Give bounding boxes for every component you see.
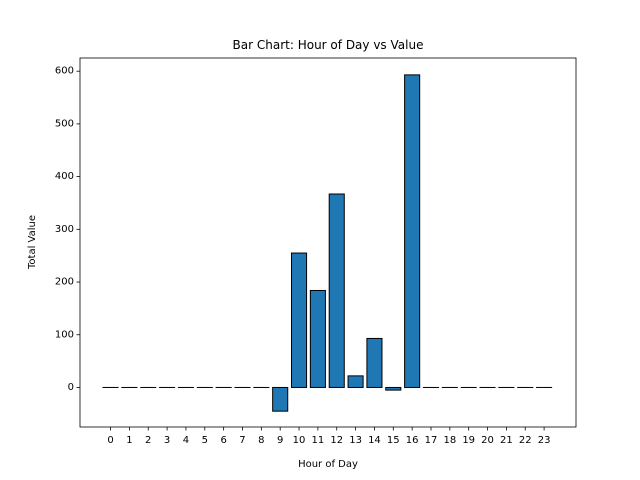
x-tick-label-5: 5 bbox=[202, 435, 208, 446]
x-tick-label-16: 16 bbox=[406, 435, 419, 446]
y-tick-label-300: 300 bbox=[55, 224, 74, 235]
x-tick-label-23: 23 bbox=[538, 435, 551, 446]
x-tick-label-21: 21 bbox=[500, 435, 513, 446]
x-tick-label-0: 0 bbox=[107, 435, 113, 446]
x-tick-label-12: 12 bbox=[330, 435, 343, 446]
y-tick-label-200: 200 bbox=[55, 277, 74, 288]
y-tick-label-400: 400 bbox=[55, 171, 74, 182]
x-tick-label-10: 10 bbox=[293, 435, 306, 446]
y-axis: 0 100 200 300 400 500 600 bbox=[55, 66, 80, 393]
chart-title: Bar Chart: Hour of Day vs Value bbox=[233, 38, 424, 52]
x-tick-label-3: 3 bbox=[164, 435, 170, 446]
y-tick-label-500: 500 bbox=[55, 118, 74, 129]
plot-frame bbox=[79, 57, 577, 428]
x-tick-label-15: 15 bbox=[387, 435, 400, 446]
plot-background bbox=[80, 58, 576, 427]
y-tick-label-100: 100 bbox=[55, 329, 74, 340]
bar-11 bbox=[309, 289, 326, 388]
bar-13 bbox=[347, 375, 364, 388]
x-tick-label-11: 11 bbox=[312, 435, 325, 446]
y-tick-label-0: 0 bbox=[68, 382, 74, 393]
y-tick-label-600: 600 bbox=[55, 66, 74, 77]
x-axis: 0 1 2 3 4 5 6 7 8 9 10 11 12 13 14 15 16 17 18 19 20 21 22 23 bbox=[107, 427, 550, 446]
x-tick-label-1: 1 bbox=[126, 435, 132, 446]
x-tick-label-8: 8 bbox=[258, 435, 264, 446]
y-axis-label: Total Value bbox=[27, 215, 38, 270]
x-tick-label-13: 13 bbox=[349, 435, 362, 446]
x-tick-label-18: 18 bbox=[443, 435, 456, 446]
bar-10 bbox=[291, 252, 308, 388]
x-tick-label-22: 22 bbox=[519, 435, 532, 446]
x-axis-label: Hour of Day bbox=[298, 459, 358, 470]
bar-15 bbox=[385, 386, 402, 391]
x-tick-label-20: 20 bbox=[481, 435, 494, 446]
bar-9 bbox=[272, 386, 289, 412]
bar-12 bbox=[328, 193, 345, 388]
x-tick-label-17: 17 bbox=[425, 435, 438, 446]
x-tick-label-9: 9 bbox=[277, 435, 283, 446]
x-tick-label-7: 7 bbox=[239, 435, 245, 446]
x-tick-label-14: 14 bbox=[368, 435, 381, 446]
x-tick-label-19: 19 bbox=[462, 435, 475, 446]
bars-group bbox=[102, 74, 553, 412]
x-tick-label-2: 2 bbox=[145, 435, 151, 446]
x-tick-label-4: 4 bbox=[183, 435, 189, 446]
x-tick-label-6: 6 bbox=[220, 435, 226, 446]
bar-16 bbox=[404, 74, 421, 388]
bar-14 bbox=[366, 337, 383, 388]
